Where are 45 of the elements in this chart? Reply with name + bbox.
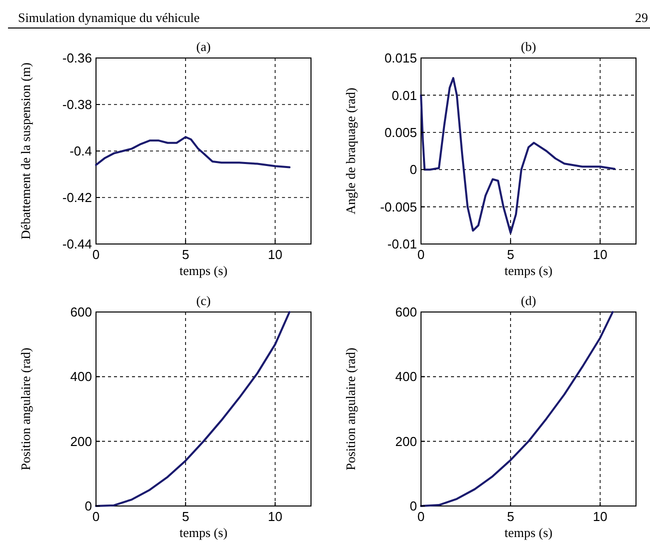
- chart-title: (c): [196, 293, 211, 308]
- chart-title: (b): [520, 39, 536, 54]
- text: Simulation dynamique du véhicule: [18, 10, 200, 25]
- y-tick-label: 0.01: [392, 88, 417, 103]
- x-tick-label: 5: [182, 509, 190, 524]
- y-tick-label: 600: [70, 304, 92, 320]
- y-axis-title: Position angulaire (rad): [343, 348, 358, 470]
- y-tick-label: 0: [410, 162, 417, 178]
- x-axis-title: temps (s): [179, 525, 228, 540]
- line-series: [420, 77, 616, 234]
- x-tick-label: 10: [592, 509, 608, 524]
- y-tick-label: 400: [70, 369, 92, 384]
- x-tick-label: 10: [268, 509, 282, 524]
- y-tick-label: -0.38: [62, 97, 92, 112]
- y-tick-label: -0.01: [387, 236, 417, 252]
- x-tick-label: 10: [268, 247, 282, 262]
- line-series: [95, 136, 290, 168]
- x-tick-label: 5: [506, 247, 514, 262]
- y-axis-title: Angle de braquage (rad): [343, 88, 358, 214]
- y-tick-label: -0.005: [380, 199, 417, 214]
- y-tick-label: -0.42: [62, 190, 92, 206]
- y-tick-label: -0.44: [62, 236, 92, 252]
- y-tick-label: 200: [395, 434, 417, 449]
- line-series: [420, 311, 614, 507]
- x-axis-title: temps (s): [179, 263, 228, 278]
- x-axis-title: temps (s): [504, 525, 553, 540]
- x-tick-label: 10: [592, 247, 608, 262]
- x-tick-label: 5: [182, 247, 190, 262]
- y-tick-label: 0: [410, 498, 417, 514]
- y-axis-title: Position angulaire (rad): [18, 348, 33, 470]
- chart-title: (d): [520, 293, 536, 308]
- y-tick-label: 600: [395, 304, 417, 320]
- line-series: [95, 311, 290, 507]
- y-tick-label: 400: [395, 369, 417, 384]
- x-axis-title: temps (s): [504, 263, 553, 278]
- y-tick-label: 0.005: [384, 124, 417, 140]
- y-tick-label: -0.36: [62, 50, 92, 66]
- y-tick-label: -0.4: [70, 144, 92, 159]
- y-tick-label: 0: [84, 498, 92, 514]
- x-tick-label: 5: [506, 509, 514, 524]
- y-tick-label: 0.015: [384, 50, 417, 66]
- y-tick-label: 200: [70, 434, 92, 449]
- text: 29: [635, 10, 648, 25]
- y-axis-title: Débattement de la suspension (m): [18, 62, 33, 240]
- chart-title: (a): [196, 39, 211, 54]
